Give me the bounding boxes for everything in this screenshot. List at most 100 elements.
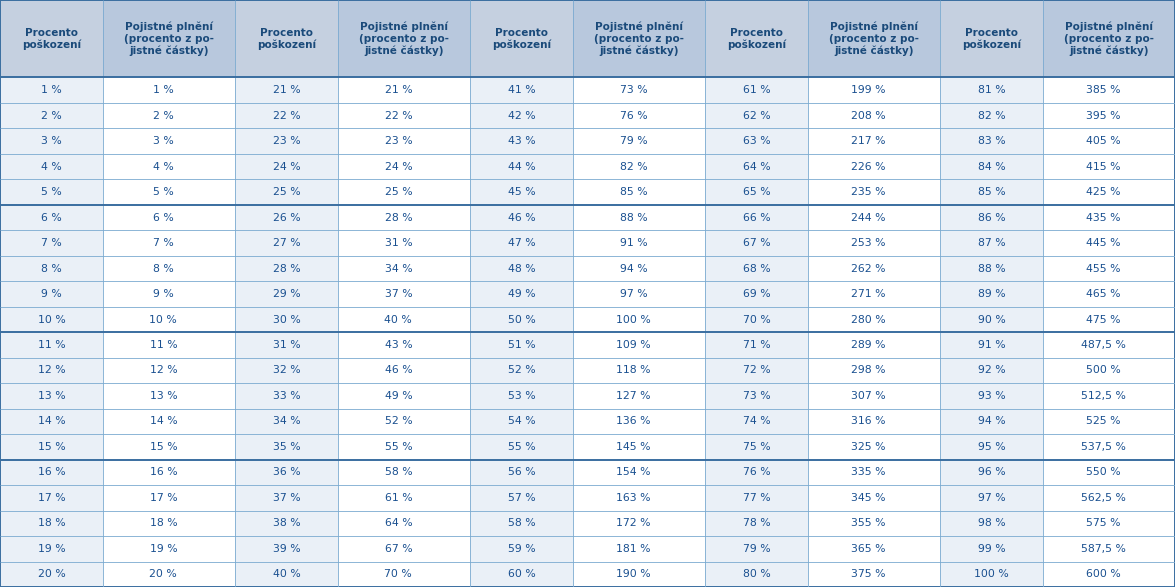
Text: 52 %: 52 % [384,416,412,426]
Text: 31 %: 31 % [384,238,412,248]
Bar [103,332,235,357]
Bar [705,205,808,230]
Text: Pojistné plnění
(procento z po-
jistné částky): Pojistné plnění (procento z po- jistné č… [125,22,214,56]
Text: 10 %: 10 % [38,315,66,325]
Bar [470,511,573,536]
Bar [470,409,573,434]
Bar [338,180,470,205]
Text: 316 %: 316 % [851,416,886,426]
Bar [808,409,940,434]
Text: 8 %: 8 % [153,264,174,274]
Bar [235,409,338,434]
Bar [808,180,940,205]
Bar [808,230,940,256]
Text: 335 %: 335 % [851,467,886,477]
Bar [103,409,235,434]
Bar [573,129,705,154]
Bar [940,256,1043,281]
Text: 425 %: 425 % [1086,187,1121,197]
Text: 2 %: 2 % [41,111,62,121]
Bar [1043,129,1175,154]
Bar [103,129,235,154]
Bar [808,0,940,77]
Text: 37 %: 37 % [384,289,412,299]
Bar [808,256,940,281]
Text: 29 %: 29 % [273,289,301,299]
Text: 52 %: 52 % [508,366,536,376]
Bar [940,180,1043,205]
Text: 17 %: 17 % [38,493,66,503]
Text: 587,5 %: 587,5 % [1081,544,1126,554]
Bar [1043,281,1175,307]
Bar [808,103,940,129]
Text: 86 %: 86 % [978,212,1006,222]
Bar [940,307,1043,332]
Text: 83 %: 83 % [978,136,1006,146]
Bar [470,154,573,180]
Bar [1043,357,1175,383]
Text: 12 %: 12 % [38,366,66,376]
Bar [1043,103,1175,129]
Text: 43 %: 43 % [384,340,412,350]
Text: 21 %: 21 % [384,85,412,95]
Bar [573,154,705,180]
Text: 40 %: 40 % [384,315,412,325]
Text: 280 %: 280 % [851,315,886,325]
Text: 67 %: 67 % [384,544,412,554]
Text: 172 %: 172 % [616,518,651,528]
Bar [573,562,705,587]
Bar [705,383,808,409]
Text: 17 %: 17 % [149,493,177,503]
Bar [338,383,470,409]
Text: 81 %: 81 % [978,85,1006,95]
Bar [338,281,470,307]
Bar [940,536,1043,562]
Bar [103,103,235,129]
Bar [470,332,573,357]
Bar [470,357,573,383]
Bar [705,536,808,562]
Text: 298 %: 298 % [851,366,886,376]
Bar [573,460,705,485]
Bar [940,460,1043,485]
Bar [0,230,103,256]
Text: 87 %: 87 % [978,238,1006,248]
Text: 575 %: 575 % [1086,518,1121,528]
Text: 68 %: 68 % [743,264,771,274]
Text: 9 %: 9 % [41,289,62,299]
Text: 16 %: 16 % [38,467,66,477]
Text: Procento
poškození: Procento poškození [22,28,81,50]
Text: 39 %: 39 % [273,544,301,554]
Text: 190 %: 190 % [616,569,651,579]
Bar [808,485,940,511]
Text: 79 %: 79 % [619,136,647,146]
Text: 9 %: 9 % [153,289,174,299]
Text: 208 %: 208 % [851,111,886,121]
Bar [235,383,338,409]
Text: 66 %: 66 % [743,212,771,222]
Bar [235,332,338,357]
Text: 47 %: 47 % [508,238,536,248]
Bar [808,205,940,230]
Text: 54 %: 54 % [508,416,536,426]
Text: 75 %: 75 % [743,442,771,452]
Bar [1043,562,1175,587]
Bar [808,357,940,383]
Bar [0,77,103,103]
Bar [103,460,235,485]
Bar [705,434,808,460]
Text: Procento
poškození: Procento poškození [727,28,786,50]
Text: 55 %: 55 % [384,442,412,452]
Bar [573,511,705,536]
Text: 262 %: 262 % [851,264,886,274]
Bar [705,0,808,77]
Bar [338,230,470,256]
Text: 91 %: 91 % [619,238,647,248]
Bar [1043,536,1175,562]
Text: 24 %: 24 % [384,161,412,171]
Text: 8 %: 8 % [41,264,62,274]
Bar [705,460,808,485]
Text: 21 %: 21 % [273,85,301,95]
Bar [103,205,235,230]
Text: 28 %: 28 % [273,264,301,274]
